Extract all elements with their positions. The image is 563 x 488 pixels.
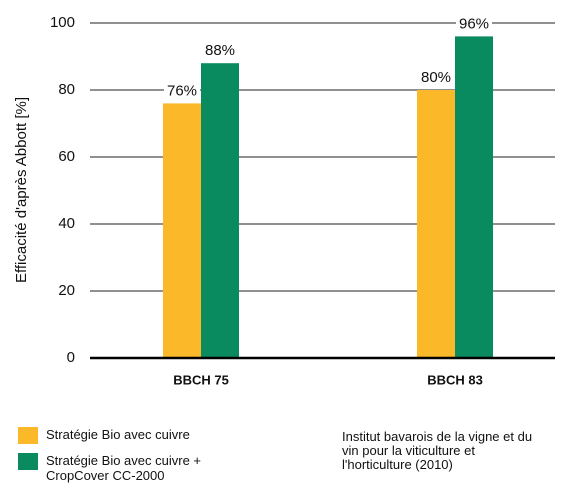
bar: [163, 103, 201, 359]
legend-item: Stratégie Bio avec cuivre + CropCover CC…: [18, 453, 256, 483]
label-background: [418, 69, 454, 86]
value-label: 76%: [167, 82, 197, 99]
value-label: 80%: [421, 69, 451, 86]
y-tick-label: 20: [58, 282, 75, 299]
legend-swatch: [18, 427, 38, 444]
y-tick-label: 80: [58, 81, 75, 98]
label-background: [456, 15, 492, 33]
bar: [455, 36, 493, 359]
value-label: 88%: [205, 42, 235, 59]
y-tick-label: 40: [58, 215, 75, 232]
x-tick-label: BBCH 83: [427, 372, 483, 387]
y-axis-label: Efficacité d'après Abbott [%]: [13, 97, 30, 283]
legend-item: Stratégie Bio avec cuivre: [18, 427, 256, 444]
label-background: [202, 42, 238, 60]
y-tick-label: 0: [67, 349, 75, 366]
x-tick-label: BBCH 75: [173, 372, 229, 387]
legend-label: Stratégie Bio avec cuivre + CropCover CC…: [46, 453, 201, 483]
bar: [417, 90, 455, 358]
chart: Efficacité d'après Abbott [%] 0 20 40 60 80 1…: [13, 14, 555, 387]
legend-label: Stratégie Bio avec cuivre: [46, 427, 190, 442]
y-tick-label: 60: [58, 148, 75, 165]
legend-swatch: [18, 453, 38, 470]
label-background: [164, 82, 200, 100]
y-tick-label: 100: [50, 14, 75, 31]
value-label: 96%: [459, 15, 489, 32]
source-note: Institut bavarois de la vigne et du vin …: [342, 429, 533, 472]
bar: [201, 63, 239, 358]
